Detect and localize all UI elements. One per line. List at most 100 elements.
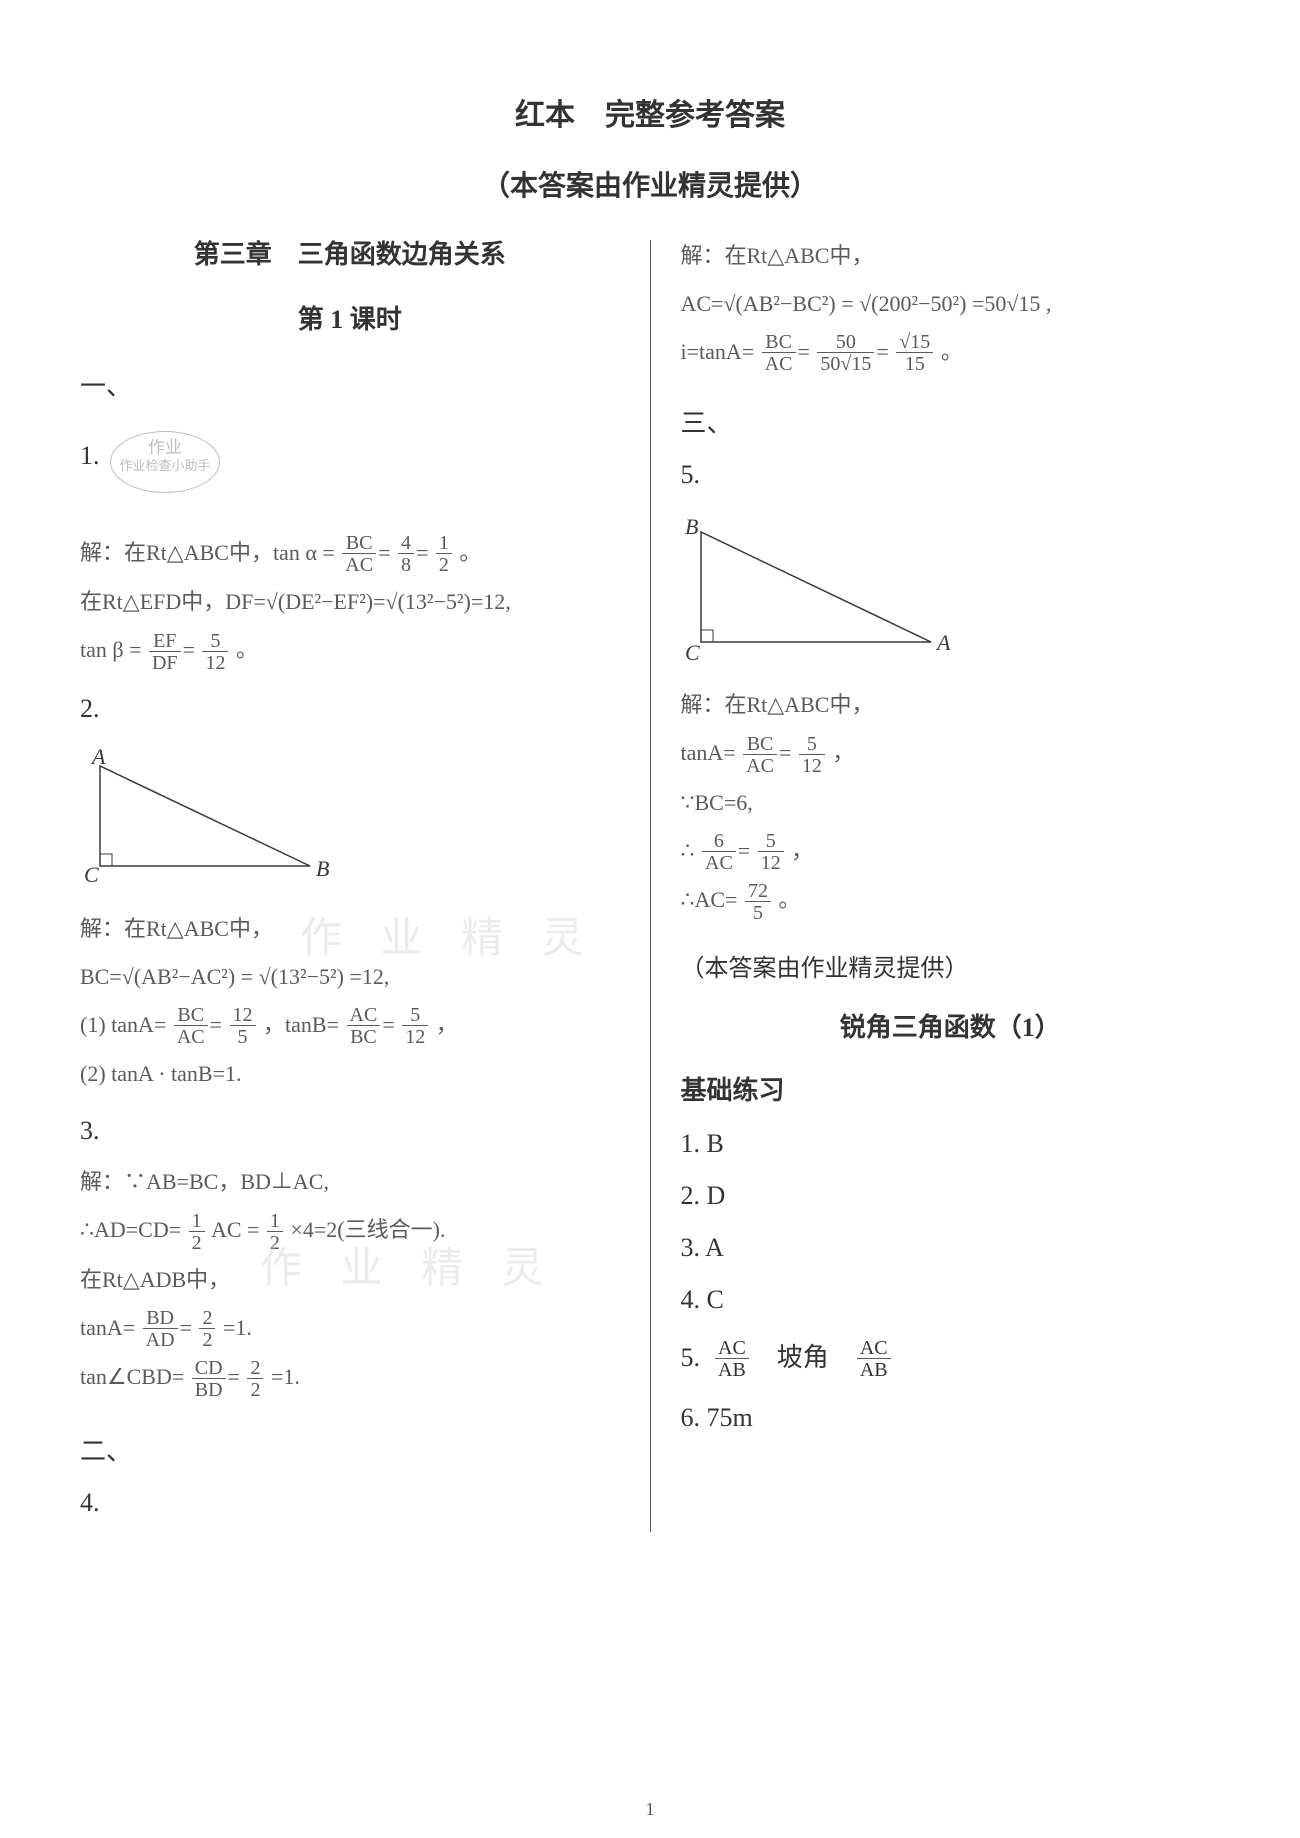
q5-sol5b-tail: ，: [832, 740, 854, 765]
frac-1-2b: 12: [189, 1211, 205, 1254]
q3-sol-c: 在Rt△ADB中，: [80, 1258, 620, 1302]
frac-ac-bc: ACBC: [347, 1005, 381, 1048]
left-column: 第三章 三角函数边角关系 第 1 课时 一、 1. 作业 作业检查小助手 解：在…: [80, 234, 620, 1532]
triangle-diagram-q5: B C A: [681, 512, 961, 672]
q3-sol3d-tail: =1.: [223, 1315, 252, 1340]
q3-sol3e-head: tan∠CBD=: [80, 1364, 184, 1389]
q4-sol4c-tail: 。: [941, 339, 963, 364]
frac-4-8: 48: [398, 533, 414, 576]
vertex-C-5: C: [685, 640, 700, 665]
page-root: 红本 完整参考答案 （本答案由作业精灵提供） 第三章 三角函数边角关系 第 1 …: [0, 0, 1300, 1572]
question-1-number: 1. 作业 作业检查小助手: [80, 441, 100, 471]
q3-sol-d: tanA= BDAD= 22 =1.: [80, 1306, 620, 1351]
frac-6-ac: 6AC: [702, 831, 736, 874]
frac-12-5: 125: [230, 1005, 256, 1048]
q5-sol-e: ∴AC= 725 。: [681, 878, 1221, 923]
frac-5-12c: 512: [799, 734, 825, 777]
q5-sol-a: 解：在Rt△ABC中，: [681, 683, 1221, 727]
q1-sol1a-tail: 。: [459, 540, 481, 565]
frac-1-2: 12: [436, 533, 452, 576]
frac-bc-ac-5: BCAC: [743, 734, 777, 777]
frac-5-12d: 512: [758, 831, 784, 874]
frac-5-12b: 512: [402, 1005, 428, 1048]
q3-sol-b: ∴AD=CD= 12 AC = 12 ×4=2(三线合一).: [80, 1208, 620, 1253]
q5-sol-b: tanA= BCAC= 512 ，: [681, 731, 1221, 776]
frac-2-2: 22: [199, 1308, 215, 1351]
frac-50-50r15: 5050√15: [817, 332, 874, 375]
triangle-diagram-q2: A C B: [80, 746, 340, 896]
q5-sol-c: ∵BC=6,: [681, 781, 1221, 825]
stamp-line1: 作业: [111, 438, 219, 458]
q5-sol5e-head: ∴AC=: [681, 887, 738, 912]
q1-sol1c-tail: 。: [236, 637, 258, 662]
q1-sol1c-head: tan β =: [80, 637, 141, 662]
q3-sol3e-tail: =1.: [271, 1364, 300, 1389]
vertex-A-5: A: [935, 630, 951, 655]
q4-sol-b: AC=√(AB²−BC²) = √(200²−50²) =50√15 ,: [681, 282, 1221, 326]
question-3-number: 3.: [80, 1116, 620, 1146]
q2-sol2c-tail: ，: [436, 1012, 458, 1037]
q5-sol5d-head: ∴: [681, 838, 695, 863]
q2-sol2c-mid: ，tanB=: [263, 1012, 339, 1037]
q5-sol5e-tail: 。: [778, 887, 800, 912]
q3-sol3d-head: tanA=: [80, 1315, 135, 1340]
q2-sol-a: 解：在Rt△ABC中，: [80, 907, 620, 951]
answer-3: 3. A: [681, 1233, 1221, 1263]
frac-5-12: 512: [202, 631, 228, 674]
q3-sol3b-head: ∴AD=CD=: [80, 1217, 181, 1242]
vertex-B-5: B: [685, 514, 698, 539]
chapter-title: 第三章 三角函数边角关系: [80, 234, 620, 271]
q2-sol2c-head: (1) tanA=: [80, 1012, 166, 1037]
columns: 第三章 三角函数边角关系 第 1 课时 一、 1. 作业 作业检查小助手 解：在…: [80, 234, 1220, 1532]
main-title: 红本 完整参考答案: [80, 90, 1220, 134]
frac-2-2b: 22: [247, 1358, 263, 1401]
q5-sol-d: ∴ 6AC= 512 ，: [681, 829, 1221, 874]
a5-lead: 5.: [681, 1343, 701, 1372]
q3-sol3b-tail: ×4=2(三线合一).: [290, 1217, 445, 1242]
q1-sol1a: 解：在Rt△ABC中，tan α =: [80, 540, 335, 565]
q3-sol-e: tan∠CBD= CDBD= 22 =1.: [80, 1355, 620, 1400]
answer-6: 6. 75m: [681, 1403, 1221, 1433]
frac-bc-ac: BCAC: [342, 533, 376, 576]
vertex-C: C: [84, 862, 99, 887]
lesson-title: 第 1 课时: [80, 299, 620, 336]
q5-sol5b-head: tanA=: [681, 740, 736, 765]
answer-4: 4. C: [681, 1285, 1221, 1315]
frac-bc-ac-2: BCAC: [174, 1005, 208, 1048]
answer-2: 2. D: [681, 1181, 1221, 1211]
question-4-number: 4.: [80, 1488, 620, 1518]
subsection-title: 锐角三角函数（1）: [681, 1007, 1221, 1044]
frac-bd-ad: BDAD: [143, 1308, 178, 1351]
right-column: 解：在Rt△ABC中， AC=√(AB²−BC²) = √(200²−50²) …: [681, 234, 1221, 1532]
q1-label: 1.: [80, 441, 100, 470]
q5-sol5d-tail: ，: [791, 838, 813, 863]
stamp-oval: 作业 作业检查小助手: [110, 431, 220, 493]
q2-sol-b: BC=√(AB²−AC²) = √(13²−5²) =12,: [80, 955, 620, 999]
frac-72-5: 725: [745, 881, 771, 924]
frac-ac-ab-2: ACAB: [857, 1338, 891, 1381]
frac-bc-ac-3: BCAC: [762, 332, 796, 375]
section-2-mark: 二、: [80, 1431, 620, 1468]
column-divider: [650, 240, 651, 1532]
q4-sol4c-head: i=tanA=: [681, 339, 755, 364]
section-1-mark: 一、: [80, 366, 620, 403]
vertex-B: B: [316, 856, 329, 881]
answer-1: 1. B: [681, 1129, 1221, 1159]
answer-5: 5. ACAB 坡角 ACAB: [681, 1337, 1221, 1382]
q1-solution-line3: tan β = EFDF= 512 。: [80, 628, 620, 673]
q3-sol3b-mid: AC =: [211, 1217, 259, 1242]
frac-ac-ab: ACAB: [715, 1338, 749, 1381]
frac-cd-bd: CDBD: [192, 1358, 226, 1401]
q2-sol-c: (1) tanA= BCAC= 125 ，tanB= ACBC= 512 ，: [80, 1003, 620, 1048]
section-3-mark: 三、: [681, 403, 1221, 440]
practice-heading: 基础练习: [681, 1070, 1221, 1107]
frac-r15-15: √1515: [896, 332, 933, 375]
sub-title: （本答案由作业精灵提供）: [80, 164, 1220, 204]
q4-sol-a: 解：在Rt△ABC中，: [681, 234, 1221, 278]
q1-solution-line1: 解：在Rt△ABC中，tan α = BCAC= 48= 12 。: [80, 531, 620, 576]
q2-sol-d: (2) tanA · tanB=1.: [80, 1052, 620, 1096]
question-5-number: 5.: [681, 460, 1221, 490]
frac-ef-df: EFDF: [149, 631, 181, 674]
q4-sol-c: i=tanA= BCAC= 5050√15= √1515 。: [681, 330, 1221, 375]
frac-1-2c: 12: [267, 1211, 283, 1254]
